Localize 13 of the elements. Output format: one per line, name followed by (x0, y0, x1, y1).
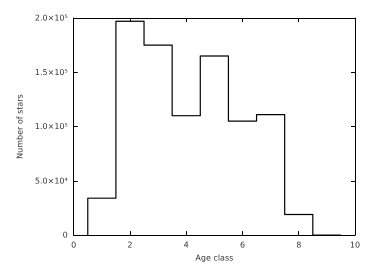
y-tick-label: 5.0×10⁴ (34, 176, 68, 186)
y-tick-label: 0 (62, 230, 68, 240)
y-tick-label: 1.5×10⁵ (34, 68, 68, 77)
x-tick-label: 0 (71, 240, 76, 250)
y-axis-title: Number of stars (16, 94, 24, 159)
x-tick-label: 10 (350, 240, 360, 250)
x-tick-label: 6 (240, 240, 246, 250)
x-tick-label: 8 (296, 240, 302, 250)
x-axis-title: Age class (195, 254, 234, 262)
y-tick-label: 2.0×10⁵ (34, 14, 68, 22)
x-tick-label: 4 (184, 240, 189, 250)
x-tick-label: 2 (127, 240, 133, 250)
y-tick-label: 1.0×10⁵ (34, 122, 68, 132)
